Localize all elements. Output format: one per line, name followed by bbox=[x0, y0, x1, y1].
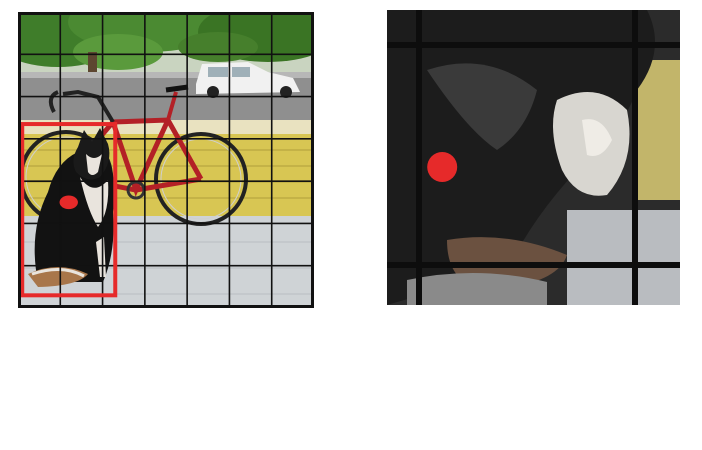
parked-car bbox=[196, 62, 300, 98]
dog bbox=[28, 128, 115, 287]
grid-lines bbox=[18, 12, 314, 308]
object-center-dot bbox=[59, 195, 78, 210]
zoom-wall-strip bbox=[637, 60, 680, 200]
grid-image-panel bbox=[18, 12, 314, 308]
zoomed-cell-panel bbox=[387, 10, 680, 305]
zoomed-cell-image bbox=[387, 10, 680, 305]
grid-image bbox=[18, 12, 314, 308]
zoom-grid-lines bbox=[387, 10, 680, 305]
image-border bbox=[18, 12, 314, 308]
zoom-center-dot bbox=[427, 152, 458, 182]
zoom-floor-area bbox=[567, 210, 680, 305]
detection-bounding-box bbox=[20, 122, 118, 298]
